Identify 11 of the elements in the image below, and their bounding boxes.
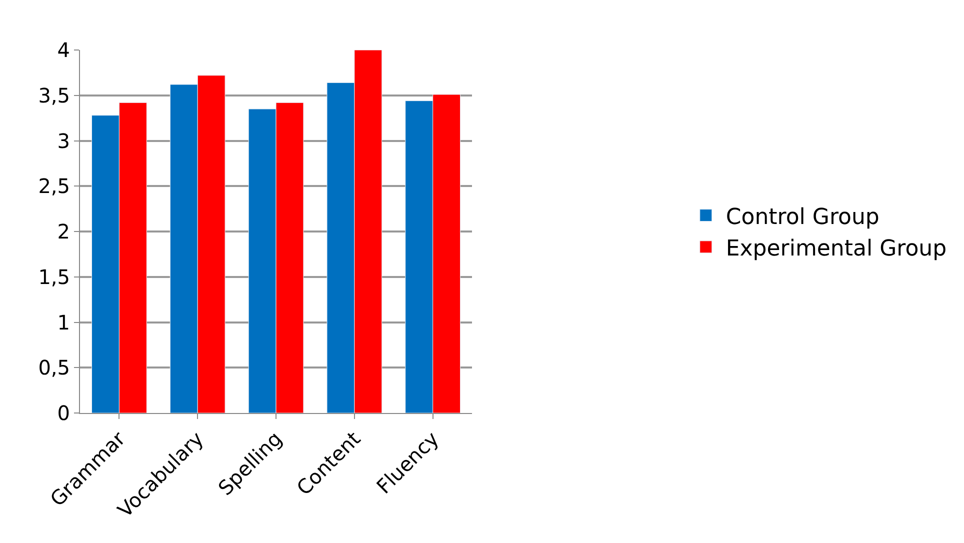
- y-tick-label: 2,5: [38, 174, 70, 198]
- y-tick-label: 0: [57, 401, 70, 425]
- y-tick-label: 3,5: [38, 83, 70, 108]
- y-tick-label: 0,5: [38, 356, 70, 380]
- legend-label: Experimental Group: [726, 236, 947, 262]
- y-tick-label: 2: [57, 220, 70, 244]
- y-tick-label: 1,5: [38, 264, 70, 289]
- y-tick-label: 3: [57, 128, 70, 153]
- y-tick-label: 4: [57, 38, 70, 62]
- y-tick-label: 1: [57, 310, 70, 334]
- legend-label: Control Group: [726, 204, 880, 230]
